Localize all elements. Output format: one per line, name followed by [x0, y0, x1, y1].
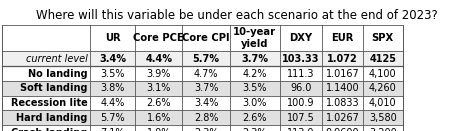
Text: 1.0833: 1.0833 — [326, 98, 359, 108]
Text: 10-year
yield: 10-year yield — [233, 27, 276, 49]
Text: Recession lite: Recession lite — [11, 98, 88, 108]
Text: Crash landing: Crash landing — [11, 128, 88, 131]
Text: 1.0267: 1.0267 — [326, 113, 359, 123]
Text: EUR: EUR — [331, 33, 354, 43]
Text: 2.6%: 2.6% — [146, 98, 171, 108]
Text: 107.5: 107.5 — [287, 113, 315, 123]
Text: 2.8%: 2.8% — [194, 113, 219, 123]
Text: 3.5%: 3.5% — [243, 83, 267, 93]
Text: Hard landing: Hard landing — [16, 113, 88, 123]
Text: 1.0%: 1.0% — [146, 128, 171, 131]
Bar — [2, 25, 403, 131]
Text: 4.4%: 4.4% — [146, 54, 172, 64]
Text: 2.3%: 2.3% — [194, 128, 219, 131]
Text: Soft landing: Soft landing — [20, 83, 88, 93]
Text: 3.7%: 3.7% — [194, 83, 219, 93]
Text: No landing: No landing — [28, 69, 88, 79]
Text: 100.9: 100.9 — [287, 98, 315, 108]
Text: 3.5%: 3.5% — [100, 69, 125, 79]
Text: 5.7%: 5.7% — [193, 54, 219, 64]
Text: 5.7%: 5.7% — [100, 113, 125, 123]
Bar — [2, 25, 403, 51]
Text: Core CPI: Core CPI — [182, 33, 230, 43]
Text: 96.0: 96.0 — [290, 83, 312, 93]
Text: 3,200: 3,200 — [369, 128, 397, 131]
Text: Where will this variable be under each scenario at the end of 2023?: Where will this variable be under each s… — [36, 9, 438, 22]
Text: 1.0167: 1.0167 — [326, 69, 359, 79]
Text: 2.6%: 2.6% — [243, 113, 267, 123]
Text: 1.1400: 1.1400 — [326, 83, 359, 93]
Text: 3.0%: 3.0% — [243, 98, 267, 108]
Text: 4,100: 4,100 — [369, 69, 397, 79]
Text: 4.7%: 4.7% — [194, 69, 219, 79]
Text: 4,260: 4,260 — [369, 83, 397, 93]
Text: DXY: DXY — [290, 33, 312, 43]
Text: 4125: 4125 — [369, 54, 396, 64]
Text: 4.4%: 4.4% — [100, 98, 125, 108]
Text: 7.1%: 7.1% — [100, 128, 125, 131]
Text: 3.4%: 3.4% — [99, 54, 126, 64]
Text: 3.4%: 3.4% — [194, 98, 219, 108]
Text: SPX: SPX — [372, 33, 394, 43]
Text: 4.2%: 4.2% — [243, 69, 267, 79]
Text: 111.3: 111.3 — [287, 69, 315, 79]
Text: current level: current level — [26, 54, 88, 64]
Text: 3.7%: 3.7% — [241, 54, 268, 64]
Text: 1.6%: 1.6% — [146, 113, 171, 123]
Text: UR: UR — [105, 33, 120, 43]
Text: 113.0: 113.0 — [287, 128, 315, 131]
Text: Core PCE: Core PCE — [133, 33, 184, 43]
Text: 2.3%: 2.3% — [243, 128, 267, 131]
Bar — [2, 81, 403, 96]
Text: 3,580: 3,580 — [369, 113, 397, 123]
Text: 4,010: 4,010 — [369, 98, 397, 108]
Bar — [2, 110, 403, 125]
Text: 3.9%: 3.9% — [146, 69, 171, 79]
Text: 0.9600: 0.9600 — [326, 128, 359, 131]
Text: 3.1%: 3.1% — [146, 83, 171, 93]
Text: 3.8%: 3.8% — [100, 83, 125, 93]
Bar — [2, 125, 403, 131]
Bar — [2, 51, 403, 66]
Text: 1.072: 1.072 — [327, 54, 358, 64]
Bar — [2, 66, 403, 81]
Bar — [2, 96, 403, 110]
Text: 103.33: 103.33 — [282, 54, 320, 64]
